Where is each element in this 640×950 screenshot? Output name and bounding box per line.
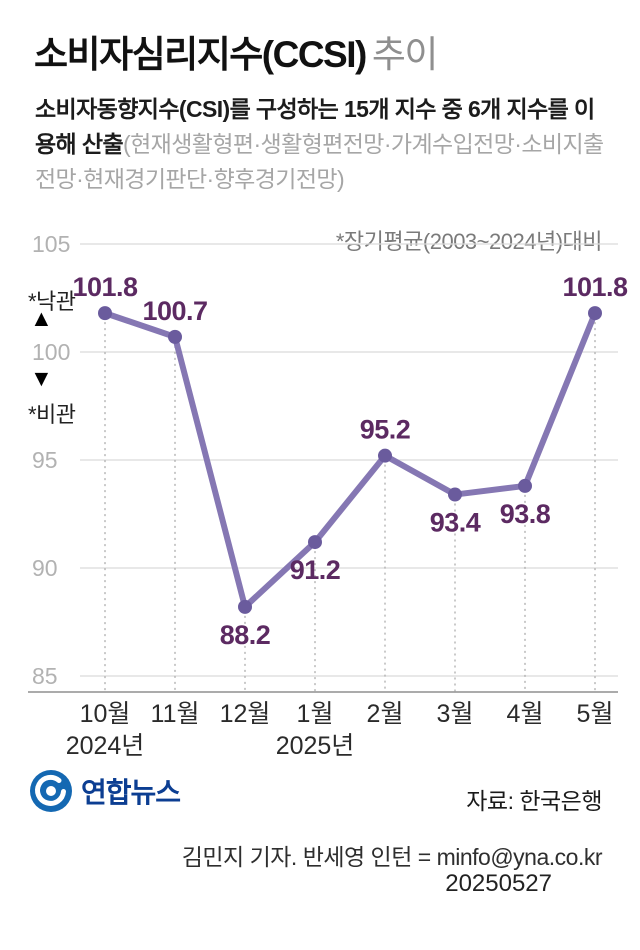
title-suffix: 추이 <box>371 34 439 75</box>
date-label: 20250527 <box>445 870 552 897</box>
y-tick-label: 100 <box>32 339 70 365</box>
y-tick-label: 95 <box>32 447 58 473</box>
data-point <box>168 329 182 344</box>
tick-backing <box>26 230 80 257</box>
credit-line: 김민지 기자. 반세영 인턴 = minfo@yna.co.kr <box>181 844 603 870</box>
down-arrow-icon: ▼ <box>30 365 53 391</box>
page-title: 소비자심리지수(CCSI) 추이 <box>34 24 439 78</box>
x-tick-label: 2월 <box>367 700 404 728</box>
value-label: 91.2 <box>290 555 341 585</box>
data-point <box>588 306 602 321</box>
tick-backing <box>26 662 80 689</box>
x-tick-label: 4월 <box>507 700 544 728</box>
year-label: 2025년 <box>276 732 355 760</box>
data-point <box>238 599 252 614</box>
description-main: 소비자동향지수(CSI)를 구성하는 15개 지수 중 6개 지수를 이용해 산… <box>35 96 595 157</box>
description: 소비자동향지수(CSI)를 구성하는 15개 지수 중 6개 지수를 이용해 산… <box>35 92 615 197</box>
source-label: 자료: 한국은행 <box>466 788 602 814</box>
tick-backing <box>26 338 80 365</box>
x-tick-label: 1월 <box>297 700 334 728</box>
x-tick-label: 11월 <box>151 700 200 728</box>
data-point <box>98 306 112 321</box>
data-point <box>448 487 462 502</box>
data-point <box>378 448 392 463</box>
value-label: 93.8 <box>500 499 551 529</box>
description-detail: (현재생활형편·생활형편전망·가계수입전망·소비지출전망·현재경기판단·향후경기… <box>35 130 604 192</box>
value-label: 101.8 <box>72 272 138 302</box>
tick-backing <box>26 554 80 581</box>
year-label: 2024년 <box>66 732 145 760</box>
x-tick-label: 12월 <box>220 700 271 728</box>
yonhap-logo-icon <box>30 770 72 812</box>
y-tick-label: 85 <box>32 663 58 689</box>
optimism-label: *낙관 <box>28 289 76 314</box>
yonhap-logo-text: 연합뉴스 <box>81 777 181 808</box>
title-main: 소비자심리지수(CCSI) <box>34 34 367 75</box>
data-point <box>518 478 532 493</box>
value-label: 88.2 <box>220 620 271 650</box>
value-label: 93.4 <box>430 508 481 538</box>
pessimism-label: *비관 <box>28 402 76 427</box>
series-line <box>102 310 598 610</box>
up-arrow-icon: ▲ <box>30 305 53 331</box>
x-tick-label: 5월 <box>577 700 614 728</box>
baseline-note: *장기평균(2003~2024년)대비 <box>335 229 603 254</box>
value-label: 101.8 <box>562 272 628 302</box>
yonhap-logo: 연합뉴스 <box>30 770 181 812</box>
tick-backing <box>26 446 80 473</box>
data-point <box>308 535 322 550</box>
y-tick-label: 90 <box>32 555 58 581</box>
value-label: 100.7 <box>142 296 207 326</box>
value-label: 95.2 <box>360 415 411 445</box>
x-tick-label: 3월 <box>437 700 474 728</box>
y-tick-label: 105 <box>32 231 70 257</box>
x-tick-label: 10월 <box>80 700 131 728</box>
